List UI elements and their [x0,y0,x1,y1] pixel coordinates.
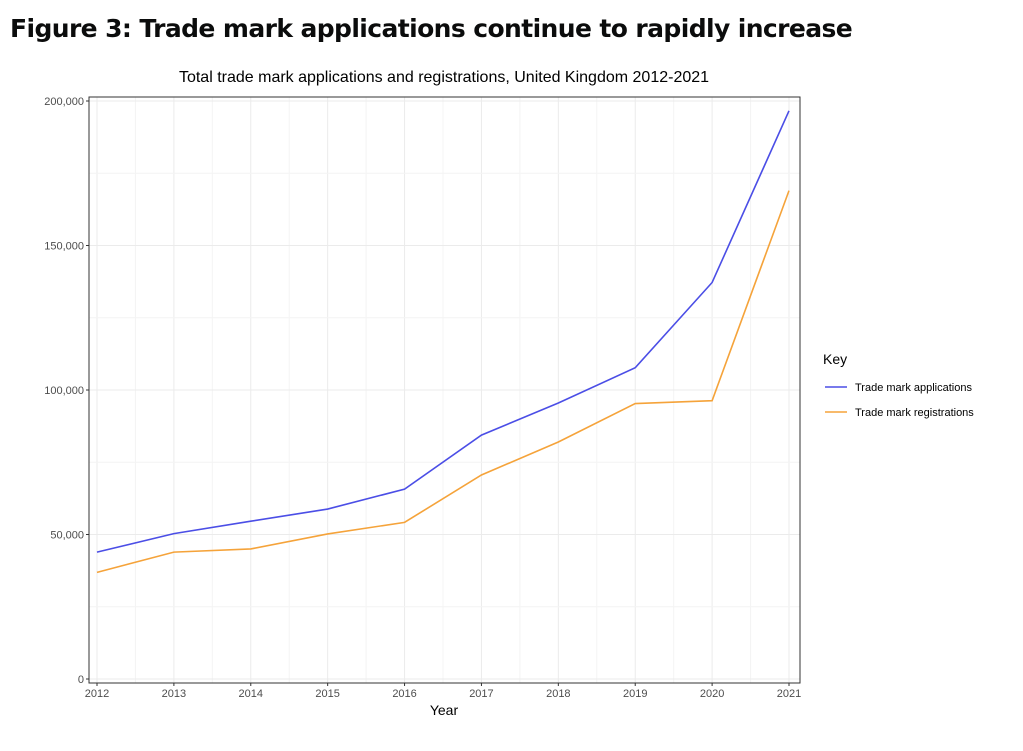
x-tick-label: 2012 [85,688,109,700]
y-tick-label: 0 [78,674,84,686]
x-tick-label: 2015 [315,688,339,700]
legend-title: Key [823,351,847,367]
x-tick-label: 2021 [777,688,801,700]
x-tick-label: 2017 [469,688,493,700]
x-tick-label: 2019 [623,688,647,700]
legend-label-trade-mark-applications: Trade mark applications [855,382,972,394]
y-tick-label: 200,000 [44,96,84,108]
x-tick-label: 2013 [162,688,186,700]
x-tick-label: 2016 [392,688,416,700]
x-tick-label: 2020 [700,688,724,700]
series-line-trade-mark-registrations [96,190,790,574]
chart-title: Total trade mark applications and regist… [179,69,709,86]
series-line-trade-mark-applications [96,110,790,553]
x-tick-label: 2018 [546,688,570,700]
legend: Trade mark applications Trade mark regist… [825,382,974,419]
legend-label-trade-mark-registrations: Trade mark registrations [855,407,974,419]
y-tick-label: 150,000 [44,241,84,253]
y-tick-label: 50,000 [50,530,84,542]
figure-title: Figure 3: Trade mark applications contin… [10,14,853,43]
y-tick-label: 100,000 [44,385,84,397]
x-tick-label: 2014 [239,688,263,700]
x-axis-label: Year [430,702,459,718]
